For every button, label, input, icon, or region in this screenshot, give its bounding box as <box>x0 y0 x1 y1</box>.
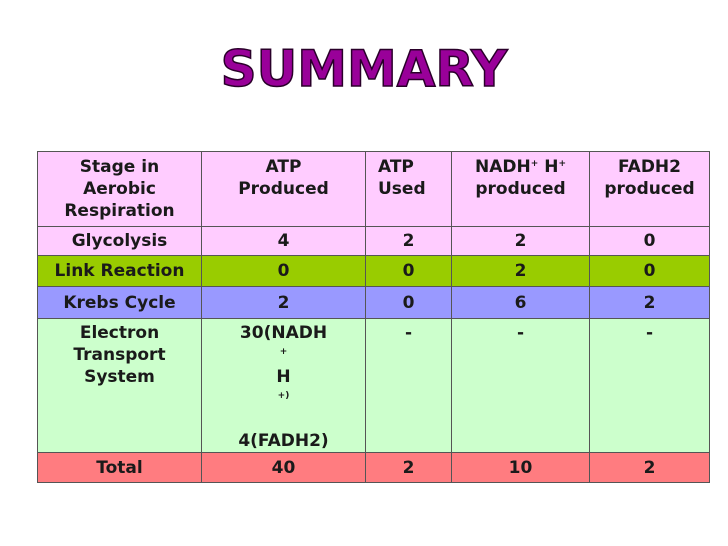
cell-atp-produced: 40 <box>201 452 366 483</box>
header-nadh-main: NADH <box>475 157 531 177</box>
table-row: Link Reaction 0 0 2 0 <box>37 255 710 287</box>
header-nadh-mid: H <box>538 157 559 177</box>
cell-stage: Link Reaction <box>37 255 202 287</box>
cell-fadh2: 2 <box>589 452 710 483</box>
cell-atp-produced-line2: 4(FADH2) <box>238 431 329 451</box>
cell-spacer <box>206 410 361 430</box>
table-row: Glycolysis 4 2 2 0 <box>37 226 710 256</box>
cell-nadh: 2 <box>451 226 590 256</box>
cell-stage-line1: Electron <box>79 323 160 343</box>
cell-atp-produced: 30(NADH + H +) 4(FADH2) <box>201 318 366 453</box>
header-atp-used: ATP Used <box>365 151 452 227</box>
summary-title-text: SUMMARY <box>221 40 509 98</box>
header-nadh-line2: produced <box>475 179 566 199</box>
cell-stage: Glycolysis <box>37 226 202 256</box>
cell-fadh2: 2 <box>589 286 710 319</box>
table-row: Electron Transport System 30(NADH + H +) 4(… <box>37 318 710 453</box>
header-atp-used-line2: Used <box>378 179 426 199</box>
cell-fadh2: 0 <box>589 226 710 256</box>
cell-fadh2: 0 <box>589 255 710 287</box>
cell-atp-produced: 2 <box>201 286 366 319</box>
header-nadh-sup1: + <box>530 159 539 169</box>
header-atp-used-line1: ATP <box>378 157 414 177</box>
header-atp-produced-line2: Produced <box>238 179 329 199</box>
header-atp-produced: ATP Produced <box>201 151 366 227</box>
atp-h-sup2: +) <box>277 391 290 401</box>
header-stage-line3: Respiration <box>64 201 175 221</box>
table-row: Total 40 2 10 2 <box>37 452 710 483</box>
cell-atp-used: 0 <box>365 286 452 319</box>
header-stage-line1: Stage in <box>79 157 160 177</box>
cell-fadh2: - <box>589 318 710 453</box>
summary-title: SUMMARY <box>0 16 728 106</box>
header-fadh2: FADH2 produced <box>589 151 710 227</box>
header-nadh-sup2: + <box>558 159 566 169</box>
header-atp-produced-line1: ATP <box>265 157 302 177</box>
cell-atp-used: 2 <box>365 452 452 483</box>
atp-nadh-text: 30(NADH <box>239 323 328 343</box>
header-stage: Stage in Aerobic Respiration <box>37 151 202 227</box>
atp-nadh-sup1: + <box>279 347 288 357</box>
cell-nadh: 2 <box>451 255 590 287</box>
header-nadh: NADH+ H+ produced <box>451 151 590 227</box>
cell-stage-line2: Transport <box>73 345 166 365</box>
summary-table: Stage in Aerobic Respiration ATP Produce… <box>37 151 710 483</box>
cell-stage: Krebs Cycle <box>37 286 202 319</box>
cell-nadh: 6 <box>451 286 590 319</box>
cell-atp-produced: 4 <box>201 226 366 256</box>
header-stage-line2: Aerobic <box>83 179 156 199</box>
cell-stage: Electron Transport System <box>37 318 202 453</box>
cell-atp-produced: 0 <box>201 255 366 287</box>
cell-atp-used: 0 <box>365 255 452 287</box>
cell-atp-used: 2 <box>365 226 452 256</box>
table-header-row: Stage in Aerobic Respiration ATP Produce… <box>37 151 710 227</box>
cell-nadh: - <box>451 318 590 453</box>
header-fadh2-line1: FADH2 <box>618 157 681 177</box>
header-fadh2-line2: produced <box>604 179 695 199</box>
cell-nadh: 10 <box>451 452 590 483</box>
cell-atp-produced-line1: 30(NADH + H +) <box>206 322 361 410</box>
cell-stage-line3: System <box>84 367 155 387</box>
table-row: Krebs Cycle 2 0 6 2 <box>37 286 710 319</box>
header-nadh-line1: NADH+ H+ <box>456 156 585 178</box>
cell-stage: Total <box>37 452 202 483</box>
atp-h-text: H <box>276 367 291 387</box>
cell-atp-used: - <box>365 318 452 453</box>
